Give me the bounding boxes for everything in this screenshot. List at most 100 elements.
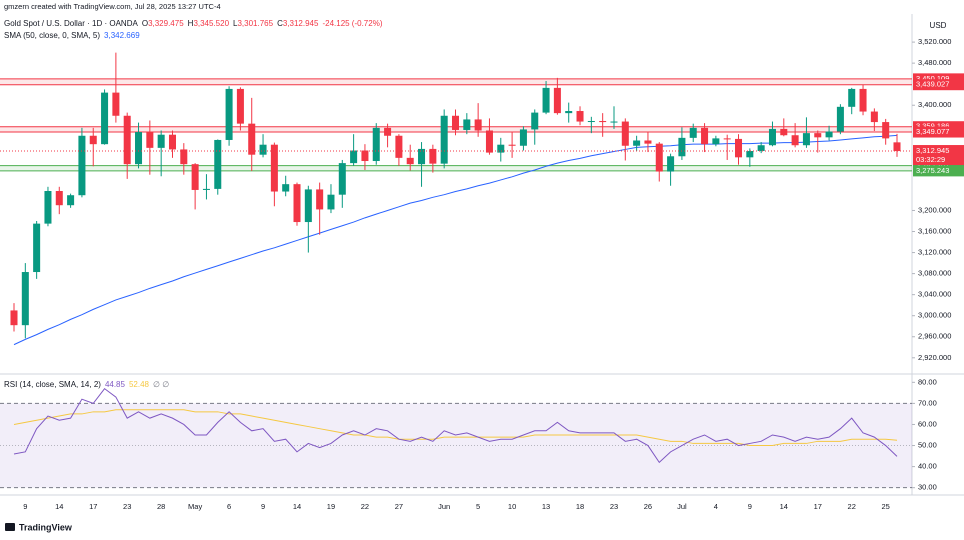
level-label-bg	[913, 165, 964, 177]
y-tick-label: 30.00	[918, 483, 937, 492]
candle-body	[304, 189, 312, 223]
x-tick-label: 5	[476, 502, 480, 511]
candle-body	[361, 150, 369, 162]
ohlc-value: 3,345.520	[193, 19, 229, 28]
ohlc-value: 3,301.765	[237, 19, 273, 28]
x-tick-label: 19	[327, 502, 335, 511]
candle-body	[101, 92, 109, 145]
candle-body	[553, 87, 561, 114]
indicator-value: 44.85	[105, 380, 126, 389]
level-label: 3,359.186	[916, 122, 949, 131]
x-tick-label: 26	[644, 502, 652, 511]
candle-body	[293, 184, 301, 223]
candle-body	[757, 145, 765, 152]
candle-body	[735, 138, 743, 158]
candle-body	[327, 194, 335, 210]
level-label: 3,450.109	[916, 74, 949, 83]
x-tick-label: 9	[261, 502, 265, 511]
candle-body	[55, 191, 63, 206]
level-label: 3,285.207	[916, 161, 949, 170]
candle-body	[848, 88, 856, 107]
logo-icon	[5, 523, 15, 531]
y-tick-label: 2,960.000	[918, 332, 951, 341]
candle-body	[214, 139, 222, 189]
candle-body	[135, 132, 143, 165]
candle-body	[270, 144, 278, 192]
currency: USD	[930, 21, 947, 30]
indicator-extra: ∅ ∅	[153, 380, 169, 389]
x-tick-label: 25	[882, 502, 890, 511]
candle-body	[123, 115, 131, 165]
candle-body	[667, 156, 675, 172]
candle-body	[248, 123, 256, 155]
candle-body	[565, 111, 573, 114]
candle-body	[406, 157, 414, 165]
candle-body	[587, 121, 595, 123]
candle-body	[655, 143, 663, 172]
candle-body	[372, 127, 380, 162]
candle-body	[508, 144, 516, 146]
x-tick-label: 14	[293, 502, 301, 511]
level-label: 3,439.027	[916, 80, 949, 89]
candle-body	[10, 310, 18, 326]
candle-body	[395, 135, 403, 158]
candle-body	[44, 191, 52, 224]
indicator-name: RSI (14, close, SMA, 14, 2)	[4, 380, 101, 389]
candle-body	[78, 135, 86, 196]
rsi-ma-line	[13, 409, 898, 447]
x-tick-label: Jun	[438, 502, 450, 511]
symbol: Gold Spot / U.S. Dollar · 1D · OANDA	[4, 19, 138, 28]
candle-body	[429, 148, 437, 164]
candle-body	[825, 131, 833, 138]
y-tick-label: 3,480.000	[918, 58, 951, 67]
candle-body	[451, 115, 460, 130]
level-label-bg	[913, 79, 964, 91]
candle-body	[259, 144, 267, 155]
y-tick-label: 3,040.000	[918, 290, 951, 299]
x-tick-label: 22	[361, 502, 369, 511]
candle-body	[689, 127, 697, 138]
y-tick-label: 3,200.000	[918, 205, 951, 214]
level-label: 3,275.243	[916, 166, 949, 175]
candle-body	[859, 88, 867, 112]
candle-body	[89, 135, 97, 145]
candle-body	[33, 223, 41, 273]
y-tick-label: 3,160.000	[918, 227, 951, 236]
candle-body	[893, 142, 901, 152]
x-tick-label: 6	[227, 502, 231, 511]
candle-body	[112, 92, 120, 116]
candle-body	[814, 133, 822, 138]
rsi-line	[13, 387, 898, 464]
x-tick-label: 23	[123, 502, 131, 511]
x-tick-label: 22	[848, 502, 856, 511]
candle-body	[836, 106, 844, 132]
candle-body	[338, 163, 346, 195]
x-tick-label: 17	[814, 502, 822, 511]
candle-body	[146, 132, 154, 148]
candle-body	[350, 150, 358, 164]
x-tick-label: 9	[748, 502, 752, 511]
x-tick-label: 10	[508, 502, 516, 511]
level-label-bg	[913, 126, 964, 138]
y-tick-label: 3,080.000	[918, 269, 951, 278]
zone-fill	[0, 78, 912, 85]
x-tick-label: 28	[157, 502, 165, 511]
level-label-bg	[913, 73, 964, 85]
y-tick-label: 40.00	[918, 462, 937, 471]
last-price-bg	[913, 145, 964, 166]
y-tick-label: 70.00	[918, 398, 937, 407]
credit: gmzern created with TradingView.com, Jul…	[4, 2, 221, 11]
y-tick-label: 60.00	[918, 419, 937, 428]
ohlc-key: C	[277, 19, 283, 28]
legend-title: Gold Spot / U.S. Dollar · 1D · OANDA O3,3…	[4, 19, 383, 28]
candle-body	[418, 148, 426, 165]
y-tick-label: 3,520.000	[918, 37, 951, 46]
candle-body	[180, 149, 188, 165]
change: -24.125 (-0.72%)	[322, 19, 382, 28]
candle-body	[531, 112, 539, 130]
candle-body	[485, 130, 493, 153]
candle-body	[474, 119, 482, 131]
